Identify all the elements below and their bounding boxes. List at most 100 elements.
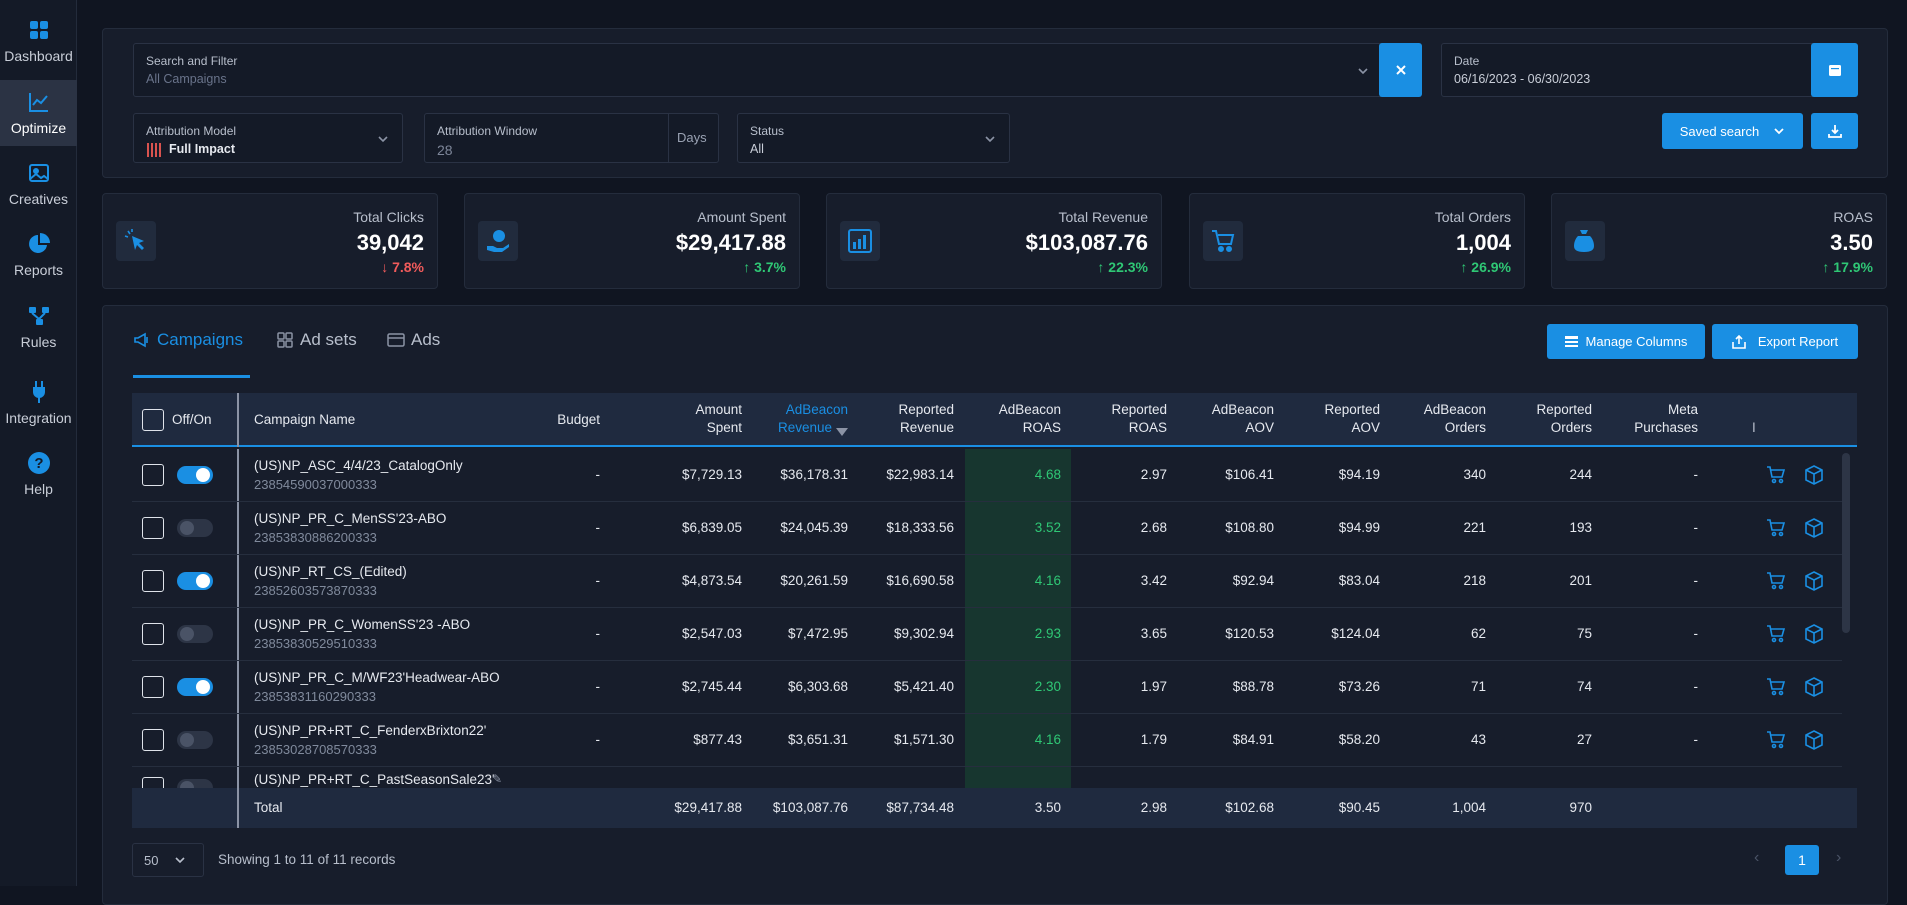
row-adbeacon-revenue: $24,045.39 [780, 520, 848, 535]
cube-icon[interactable] [1804, 518, 1824, 538]
status-toggle[interactable] [177, 625, 213, 643]
header-reported-orders[interactable]: Reported Orders [1496, 401, 1592, 437]
cube-icon[interactable] [1804, 730, 1824, 750]
search-filter-field[interactable]: Search and Filter All Campaigns [133, 43, 1385, 97]
row-adbeacon-roas: 2.93 [1034, 626, 1061, 641]
header-meta-purchases[interactable]: Meta Purchases [1602, 401, 1698, 437]
cart-icon[interactable] [1766, 571, 1786, 591]
attribution-model-field[interactable]: Attribution Model Full Impact [133, 113, 403, 163]
header-adbeacon-orders[interactable]: AdBeacon Orders [1390, 401, 1486, 437]
cart-icon[interactable] [1766, 730, 1786, 750]
row-checkbox[interactable] [142, 570, 164, 592]
nav-reports[interactable]: Reports [0, 222, 77, 288]
row-checkbox[interactable] [142, 729, 164, 751]
total-reported-roas: 2.98 [1140, 800, 1167, 815]
header-adbeacon-aov[interactable]: AdBeacon AOV [1178, 401, 1274, 437]
row-reported-aov: $94.99 [1338, 520, 1380, 535]
export-report-button[interactable]: Export Report [1712, 324, 1858, 359]
tab-adsets[interactable]: Ad sets [276, 324, 357, 356]
row-adbeacon-revenue: $3,651.31 [787, 732, 848, 747]
campaign-name[interactable]: (US)NP_PR+RT_C_FenderxBrixton22' [254, 723, 487, 738]
calendar-button[interactable] [1811, 43, 1858, 97]
row-checkbox[interactable] [142, 517, 164, 539]
header-truncated: I [1752, 420, 1756, 435]
row-checkbox[interactable] [142, 464, 164, 486]
kpi-value: 3.50 [1830, 230, 1873, 255]
cube-icon[interactable] [1804, 465, 1824, 485]
status-toggle[interactable] [177, 678, 213, 696]
grid-icon [277, 332, 293, 348]
row-adbeacon-revenue: $6,303.68 [787, 679, 848, 694]
nav-integration[interactable]: Integration [0, 370, 77, 436]
page-1-button[interactable]: 1 [1785, 845, 1819, 875]
cart-icon[interactable] [1766, 677, 1786, 697]
per-page-select[interactable]: 50 [132, 843, 204, 877]
tab-ads[interactable]: Ads [387, 324, 440, 356]
cursor-click-icon [116, 221, 156, 261]
header-amount-spent[interactable]: Amount Spent [652, 401, 742, 437]
row-adbeacon-aov: $106.41 [1225, 467, 1274, 482]
money-hand-icon [478, 221, 518, 261]
status-toggle[interactable] [177, 779, 213, 788]
header-reported-roas[interactable]: Reported ROAS [1071, 401, 1167, 437]
tab-campaigns[interactable]: Campaigns [133, 324, 243, 356]
nav-rules[interactable]: Rules [0, 294, 77, 360]
cube-icon[interactable] [1804, 624, 1824, 644]
row-meta-purchases: - [1693, 732, 1699, 747]
row-reported-revenue: $16,690.58 [886, 573, 954, 588]
cart-icon[interactable] [1766, 518, 1786, 538]
edit-icon[interactable]: ✎ [492, 772, 503, 786]
total-adbeacon-revenue: $103,087.76 [772, 800, 848, 815]
nav-creatives[interactable]: Creatives [0, 151, 77, 217]
header-reported-revenue[interactable]: Reported Revenue [858, 401, 954, 437]
header-campaign-name[interactable]: Campaign Name [254, 412, 356, 427]
nav-help[interactable]: ? Help [0, 441, 77, 507]
row-meta-purchases: - [1693, 626, 1699, 641]
nav-label: Reports [13, 262, 64, 278]
campaign-name[interactable]: (US)NP_PR+RT_C_PastSeasonSale23' [254, 772, 495, 787]
row-checkbox[interactable] [142, 676, 164, 698]
status-toggle[interactable] [177, 466, 213, 484]
campaign-name[interactable]: (US)NP_PR_C_WomenSS'23 -ABO [254, 617, 471, 632]
days-suffix: Days [677, 130, 707, 145]
cart-icon[interactable] [1766, 624, 1786, 644]
row-checkbox[interactable] [142, 623, 164, 645]
status-toggle[interactable] [177, 731, 213, 749]
header-adbeacon-revenue[interactable]: AdBeacon Revenue [752, 401, 848, 437]
campaign-name[interactable]: (US)NP_PR_C_M/WF23'Headwear-ABO [254, 670, 500, 685]
header-reported-aov[interactable]: Reported AOV [1284, 401, 1380, 437]
campaign-name[interactable]: (US)NP_RT_CS_(Edited) [254, 564, 407, 579]
download-button[interactable] [1811, 113, 1858, 149]
status-toggle[interactable] [177, 572, 213, 590]
clear-search-button[interactable] [1379, 43, 1422, 97]
sidebar: Dashboard Optimize Creatives Reports Rul… [0, 0, 77, 886]
header-offon: Off/On [172, 412, 212, 427]
chevron-down-icon[interactable] [1356, 64, 1370, 78]
status-select[interactable]: Status All [737, 113, 1010, 163]
header-budget[interactable]: Budget [557, 412, 600, 427]
next-page-icon[interactable]: › [1836, 849, 1842, 866]
date-field[interactable]: Date 06/16/2023 - 06/30/2023 [1441, 43, 1821, 97]
nav-optimize[interactable]: Optimize [0, 80, 77, 146]
cart-icon[interactable] [1766, 465, 1786, 485]
row-checkbox[interactable] [142, 777, 164, 788]
vertical-scrollbar[interactable] [1842, 453, 1850, 633]
manage-columns-button[interactable]: Manage Columns [1547, 324, 1705, 359]
header-adbeacon-roas[interactable]: AdBeacon ROAS [965, 401, 1061, 437]
nav-label: Rules [20, 334, 57, 350]
nav-dashboard[interactable]: Dashboard [0, 8, 77, 74]
status-toggle[interactable] [177, 519, 213, 537]
campaign-id: 23853830886200333 [254, 530, 377, 545]
campaign-name[interactable]: (US)NP_PR_C_MenSS'23-ABO [254, 511, 447, 526]
row-budget: - [595, 573, 601, 588]
cube-icon[interactable] [1804, 677, 1824, 697]
select-all-checkbox[interactable] [142, 409, 164, 431]
table-row: (US)NP_RT_CS_(Edited) 23852603573870333 -… [132, 555, 1842, 608]
prev-page-icon[interactable]: ‹ [1754, 849, 1760, 866]
campaign-name[interactable]: (US)NP_ASC_4/4/23_CatalogOnly [254, 458, 463, 473]
pie-chart-icon [28, 233, 50, 253]
cube-icon[interactable] [1804, 571, 1824, 591]
saved-search-button[interactable]: Saved search [1662, 113, 1803, 149]
attribution-window-field[interactable]: Attribution Window 28 Days [424, 113, 719, 163]
table-row: (US)NP_PR+RT_C_FenderxBrixton22' 2385302… [132, 714, 1842, 767]
